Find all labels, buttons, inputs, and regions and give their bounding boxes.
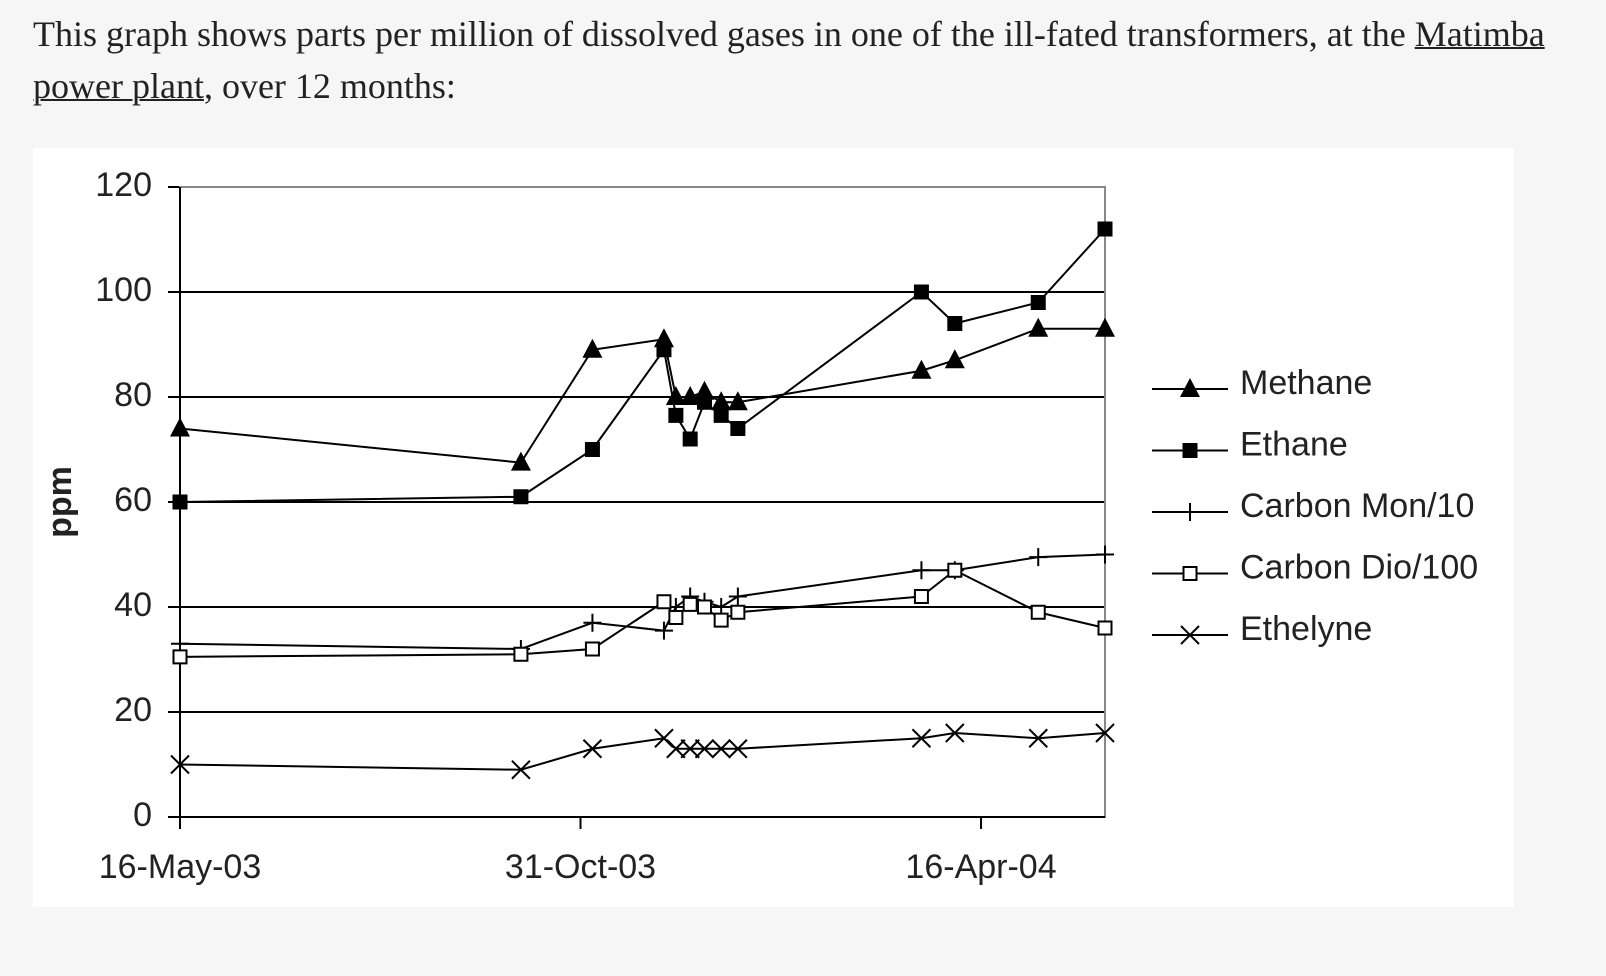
marker-triangle [582, 338, 603, 358]
y-tick-label: 100 [95, 271, 152, 309]
marker-cross [654, 728, 674, 748]
marker-square [513, 489, 529, 505]
y-tick-label: 0 [133, 796, 152, 834]
marker-cross [1180, 625, 1200, 645]
marker-cross [945, 723, 965, 743]
marker-square [696, 394, 712, 410]
marker-cross [911, 728, 932, 748]
marker-cross [711, 739, 731, 759]
legend-label: Carbon Mon/10 [1240, 487, 1474, 525]
marker-open-square [696, 599, 712, 615]
y-tick-label: 120 [95, 166, 152, 204]
marker-plus [654, 621, 673, 640]
marker-open-square [1097, 620, 1113, 636]
marker-plus [728, 587, 747, 606]
marker-triangle [944, 349, 965, 369]
legend-label: Ethelyne [1240, 610, 1372, 648]
marker-open-square [584, 641, 600, 657]
marker-open-square [1030, 604, 1046, 620]
marker-cross [1095, 723, 1115, 743]
marker-square [668, 407, 684, 423]
marker-square [1030, 295, 1046, 310]
intro-end: , over 12 months: [203, 66, 456, 106]
marker-plus [1029, 548, 1048, 567]
marker-triangle [711, 391, 732, 411]
marker-square [1097, 221, 1113, 237]
marker-open-square [656, 594, 672, 610]
marker-square [656, 342, 672, 358]
marker-triangle [1028, 317, 1049, 337]
marker-plus [1096, 545, 1114, 564]
marker-triangle [170, 417, 190, 437]
marker-plus [912, 561, 931, 580]
marker-open-square [1182, 566, 1198, 581]
marker-cross [694, 739, 715, 759]
marker-open-square [682, 596, 698, 612]
marker-open-square [513, 646, 529, 662]
marker-open-square [668, 610, 684, 625]
x-tick-label: 16-Apr-04 [905, 848, 1056, 886]
y-tick-label: 40 [114, 586, 152, 624]
marker-open-square [730, 604, 746, 620]
x-tick-label: 16-May-03 [99, 848, 262, 886]
plant-link[interactable]: Matimba power plant [33, 14, 1545, 106]
marker-square [682, 431, 698, 447]
marker-triangle [680, 386, 701, 405]
marker-square [1182, 443, 1198, 458]
y-tick-label: 60 [114, 481, 152, 519]
y-tick-label: 80 [114, 376, 152, 414]
legend-label: Carbon Dio/100 [1240, 548, 1478, 586]
marker-triangle [911, 359, 932, 379]
marker-cross [582, 739, 603, 759]
marker-plus [583, 613, 602, 632]
marker-square [713, 407, 729, 423]
marker-cross [728, 739, 748, 759]
marker-cross [1028, 728, 1048, 748]
marker-cross [680, 739, 700, 759]
marker-triangle [510, 451, 531, 471]
intro-text: This graph shows parts per million of di… [33, 8, 1553, 112]
marker-square [584, 442, 600, 457]
marker-triangle [1180, 378, 1200, 397]
marker-square [730, 421, 746, 436]
marker-square [947, 316, 963, 331]
marker-square [172, 494, 188, 510]
marker-cross [511, 760, 531, 780]
marker-open-square [947, 562, 963, 578]
marker-open-square [713, 612, 729, 628]
chart-background [33, 148, 1514, 907]
marker-triangle [727, 391, 748, 411]
legend-label: Ethane [1240, 425, 1348, 463]
y-axis-label: ppm [41, 466, 79, 538]
marker-triangle [665, 386, 686, 405]
intro-start: This graph shows parts per million of di… [33, 14, 1406, 54]
marker-cross [170, 754, 190, 775]
marker-square [913, 284, 929, 300]
marker-plus [1181, 503, 1199, 521]
x-tick-label: 31-Oct-03 [505, 848, 656, 886]
y-tick-label: 20 [114, 691, 152, 729]
marker-triangle [1095, 317, 1115, 337]
marker-cross [666, 739, 686, 759]
marker-open-square [172, 649, 188, 665]
marker-open-square [913, 589, 929, 604]
legend-label: Methane [1240, 364, 1372, 402]
